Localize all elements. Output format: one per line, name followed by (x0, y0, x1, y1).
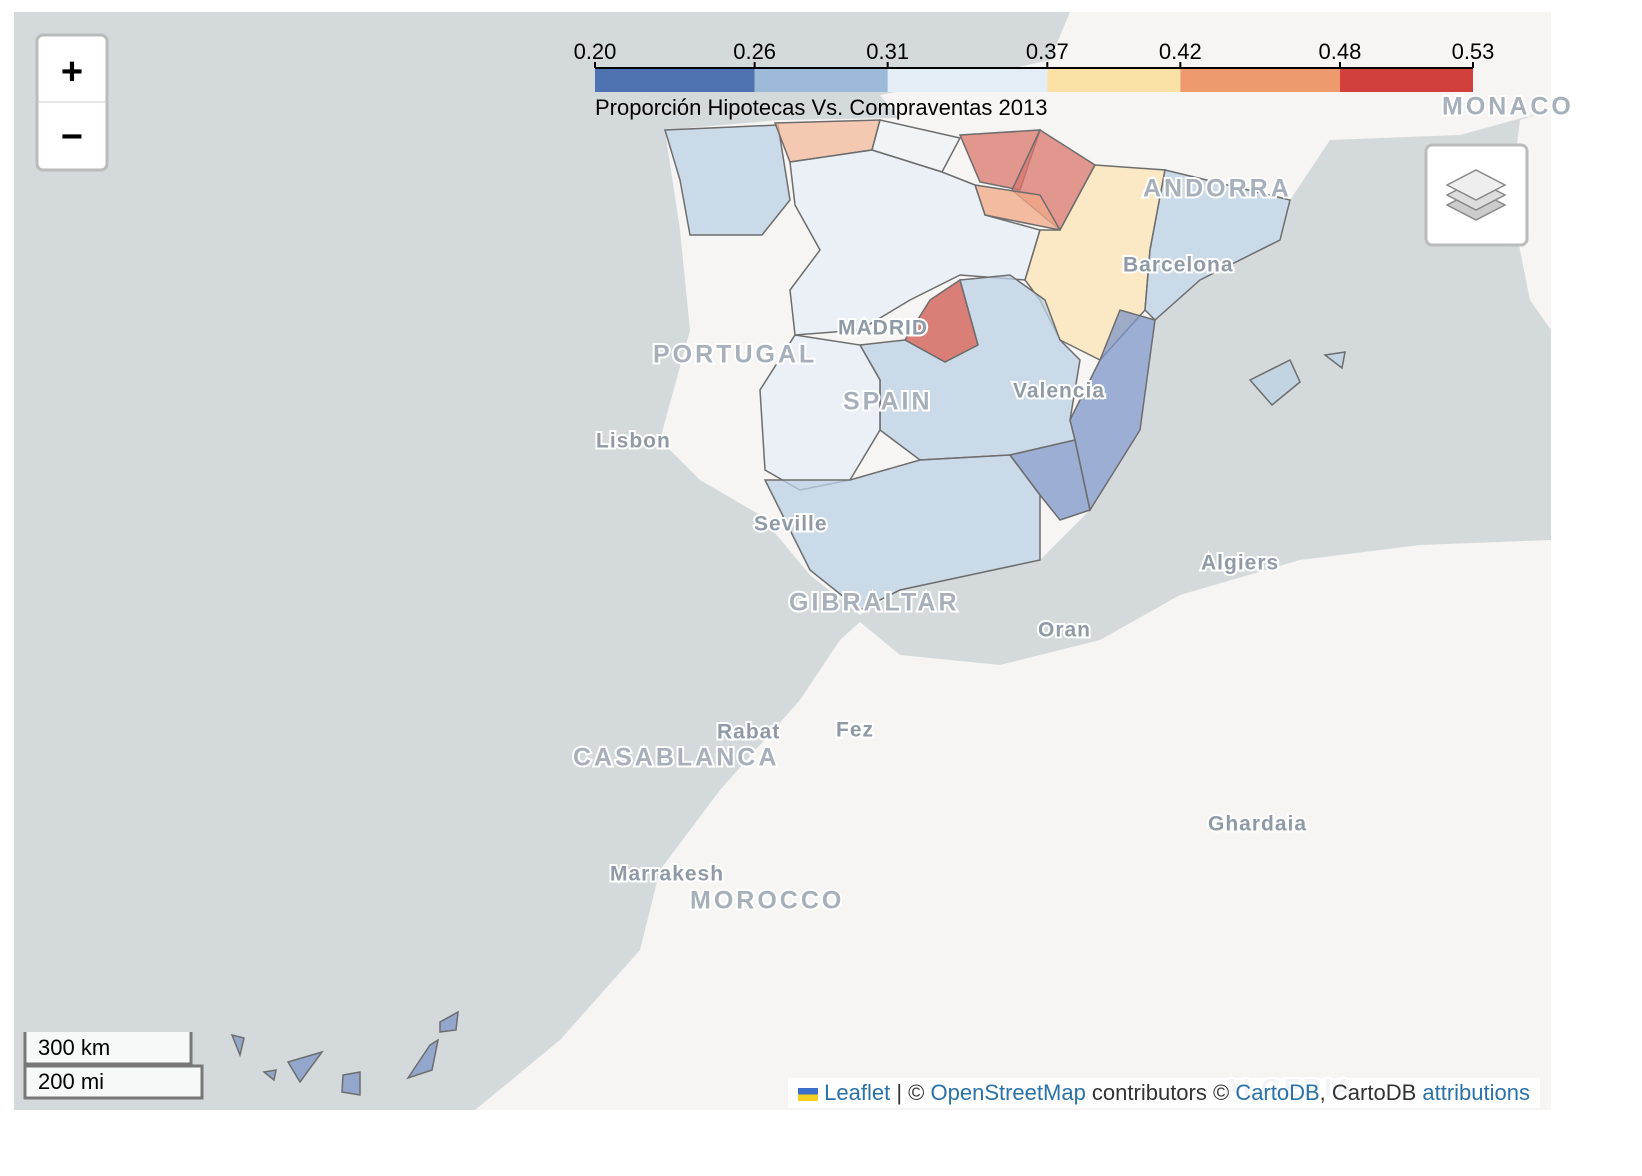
legend-tick-label: 0.31 (866, 39, 909, 64)
place-label: Rabat (717, 721, 780, 744)
region (439, 1010, 459, 1033)
color-segment (1339, 68, 1473, 92)
scale-label: 300 km (38, 1035, 110, 1060)
region (341, 1071, 361, 1096)
place-label: Ghardaia (1208, 813, 1307, 836)
region (286, 1050, 324, 1084)
place-label: Marrakesh (610, 863, 724, 886)
legend-tick-label: 0.48 (1319, 39, 1362, 64)
zoom-in[interactable]: + (61, 51, 83, 93)
region (262, 1069, 277, 1082)
place-label: CASABLANCA (573, 744, 779, 772)
scale-metric (23, 1030, 193, 1066)
link[interactable]: CartoDB (1235, 1080, 1320, 1105)
text: , CartoDB (1319, 1080, 1423, 1105)
legend-tick-label: 0.26 (733, 39, 776, 64)
place-label: Oran (1038, 619, 1091, 642)
link[interactable]: attributions (1422, 1080, 1530, 1105)
place-label: Seville (754, 513, 828, 536)
link[interactable]: Leaflet (824, 1080, 891, 1105)
region (1323, 351, 1346, 370)
place-label: Fez (836, 719, 874, 742)
region (230, 1033, 245, 1058)
place-label: SPAIN (843, 388, 933, 416)
legend-title: Proporción Hipotecas Vs. Compraventas 20… (595, 95, 1047, 120)
color-segment (1180, 68, 1340, 92)
region (1069, 309, 1156, 512)
place-label: Algiers (1201, 552, 1279, 575)
color-segment (595, 68, 755, 92)
layers-icon (1445, 169, 1507, 221)
region (763, 454, 1041, 611)
place-label: GIBRALTAR (789, 589, 960, 617)
place-label: Lisbon (596, 430, 671, 453)
legend-tick-label: 0.42 (1159, 39, 1202, 64)
region (1008, 439, 1091, 521)
color-segment (754, 68, 888, 92)
place-label: MONACO (1442, 93, 1574, 121)
africa (475, 540, 1551, 1110)
place-label: MADRID (838, 317, 928, 340)
region (406, 1038, 440, 1080)
place-label: Barcelona (1123, 254, 1234, 277)
legend-tick-label: 0.37 (1026, 39, 1069, 64)
region (1144, 169, 1291, 322)
france (880, 12, 1551, 200)
place-label: Valencia (1013, 380, 1105, 403)
legend-tick-label: 0.20 (574, 39, 617, 64)
scale-label: 200 mi (38, 1069, 104, 1094)
scale-imperial (23, 1064, 204, 1100)
place-label: MOROCCO (690, 887, 844, 915)
link[interactable]: OpenStreetMap (930, 1080, 1086, 1105)
place-label: PORTUGAL (653, 341, 817, 369)
zoom-out[interactable]: − (61, 116, 83, 158)
region (1248, 358, 1301, 407)
text: | © (890, 1080, 931, 1105)
attribution: Leaflet | © OpenStreetMap contributors ©… (788, 1078, 1540, 1108)
color-segment (887, 68, 1048, 92)
flag (798, 1087, 819, 1101)
region (858, 274, 1081, 461)
text: contributors © (1085, 1080, 1236, 1105)
place-label: ANDORRA (1143, 175, 1292, 203)
color-segment (1047, 68, 1181, 92)
legend-tick-label: 0.53 (1452, 39, 1495, 64)
region (789, 149, 1041, 336)
